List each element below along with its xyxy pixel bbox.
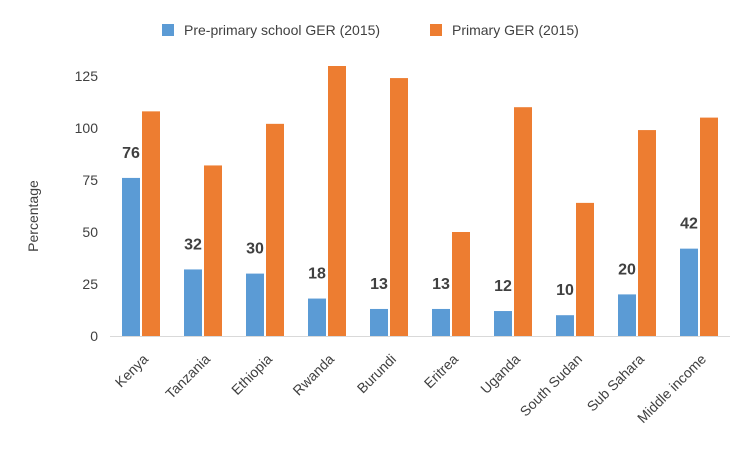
- x-tick-label: Sub Sahara: [584, 351, 648, 415]
- y-axis-title: Percentage: [25, 180, 41, 252]
- legend-item-pre-primary: Pre-primary school GER (2015): [162, 22, 380, 38]
- legend-swatch-primary: [430, 24, 442, 36]
- y-tick-label: 75: [82, 172, 98, 188]
- y-tick-label: 50: [82, 224, 98, 240]
- x-tick-label: Tanzania: [162, 351, 213, 402]
- bar-pre-primary: [246, 273, 264, 336]
- data-label: 13: [370, 276, 388, 293]
- data-label: 32: [184, 236, 202, 253]
- bar-pre-primary: [494, 311, 512, 336]
- bar-primary: [328, 66, 346, 336]
- y-tick-label: 0: [90, 328, 98, 344]
- y-tick-label: 25: [82, 276, 98, 292]
- bar-pre-primary: [184, 269, 202, 336]
- bar-pre-primary: [680, 248, 698, 336]
- data-label: 76: [122, 145, 140, 162]
- bar-pre-primary: [122, 177, 140, 336]
- bar-primary: [700, 117, 718, 336]
- data-label: 10: [556, 282, 574, 299]
- bar-primary: [142, 111, 160, 336]
- bar-primary: [390, 78, 408, 336]
- data-label: 12: [494, 278, 512, 295]
- x-tick-label: Uganda: [477, 351, 523, 397]
- x-tick-label: Burundi: [354, 351, 399, 396]
- bar-pre-primary: [556, 315, 574, 336]
- x-tick-label: South Sudan: [517, 351, 586, 420]
- data-label: 30: [246, 241, 264, 258]
- bar-pre-primary: [308, 298, 326, 336]
- bar-pre-primary: [370, 308, 388, 336]
- bar-pre-primary: [618, 294, 636, 336]
- x-tick-label: Eritrea: [421, 351, 462, 392]
- y-tick-label: 100: [75, 120, 99, 136]
- x-tick-label: Ethiopia: [228, 351, 275, 398]
- legend-label-pre-primary: Pre-primary school GER (2015): [184, 22, 381, 38]
- x-tick-label: Rwanda: [289, 351, 337, 399]
- x-tick-label: Kenya: [112, 351, 152, 391]
- data-label: 13: [432, 276, 450, 293]
- legend-label-primary: Primary GER (2015): [452, 22, 579, 38]
- data-label: 20: [618, 261, 636, 278]
- bar-primary: [576, 202, 594, 336]
- legend-item-primary: Primary GER (2015): [430, 22, 579, 38]
- bar-primary: [204, 165, 222, 336]
- data-label: 18: [308, 266, 326, 283]
- bar-primary: [266, 123, 284, 336]
- bar-primary: [514, 107, 532, 336]
- bar-primary: [638, 130, 656, 336]
- legend-swatch-pre-primary: [162, 24, 174, 36]
- y-tick-label: 125: [75, 68, 99, 84]
- bar-primary: [452, 232, 470, 336]
- bar-pre-primary: [432, 308, 450, 336]
- data-label: 42: [680, 216, 698, 233]
